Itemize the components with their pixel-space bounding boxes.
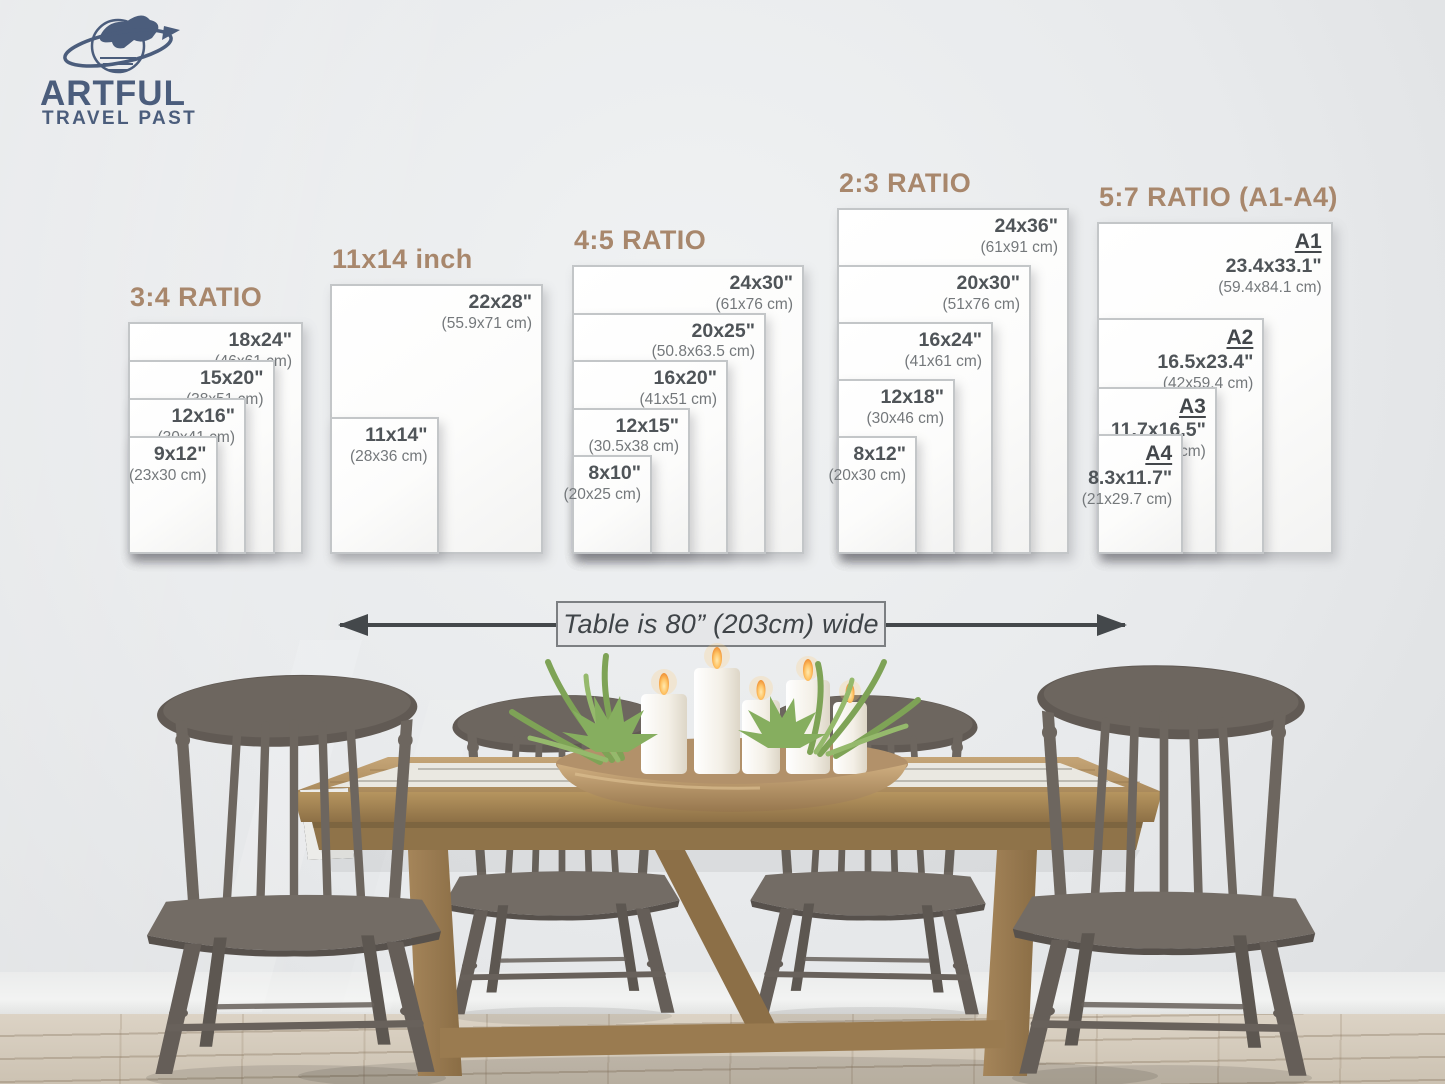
size-inches: 22x28" xyxy=(468,291,532,313)
size-centimeters: (20x30 cm) xyxy=(828,466,906,484)
size-inches: 15x20" xyxy=(200,367,264,389)
brand-logo: ARTFUL TRAVEL PAST xyxy=(30,6,260,136)
size-inches: 11x14" xyxy=(365,424,428,446)
size-group-title: 3:4 RATIO xyxy=(130,282,263,312)
size-centimeters: (30.5x38 cm) xyxy=(588,438,679,456)
size-inches: 16x20" xyxy=(653,367,717,389)
size-centimeters: (21x29.7 cm) xyxy=(1081,490,1173,508)
size-centimeters: (20x25 cm) xyxy=(563,485,641,503)
size-group-title: 2:3 RATIO xyxy=(839,168,972,198)
candles xyxy=(641,643,867,774)
size-label: 24x36" (61x91 cm) xyxy=(980,215,1058,258)
size-label: A4 8.3x11.7" (21x29.7 cm) xyxy=(1082,441,1172,509)
size-inches: 24x30" xyxy=(729,272,793,294)
size-label: A1 23.4x33.1" (59.4x84.1 cm) xyxy=(1218,229,1321,297)
paper-size-name: A4 xyxy=(1145,442,1173,466)
size-inches: 18x24" xyxy=(228,329,292,351)
greenery xyxy=(509,653,921,765)
centerpiece xyxy=(509,643,921,812)
wall-light-streak xyxy=(340,700,478,1012)
brand-name: ARTFUL xyxy=(40,74,186,113)
poster-size-rect: 8x10" (20x25 cm) xyxy=(563,455,652,554)
size-label: 12x15" (30.5x38 cm) xyxy=(589,415,679,458)
size-centimeters: (28x36 cm) xyxy=(349,447,428,465)
paper-size-name: A1 xyxy=(1294,230,1322,254)
poster-size-rect: 11x14" (28x36 cm) xyxy=(330,417,439,554)
baseboard xyxy=(0,972,1445,1016)
size-group-title: 11x14 inch xyxy=(332,244,473,274)
size-label: 16x20" (41x51 cm) xyxy=(639,367,717,410)
size-centimeters: (41x61 cm) xyxy=(904,352,982,370)
size-inches: 20x25" xyxy=(691,319,755,342)
wood-floor xyxy=(0,1014,1445,1084)
size-inches: 12x18" xyxy=(880,386,944,408)
size-centimeters: (23x30 cm) xyxy=(128,466,207,484)
brand-tagline: TRAVEL PAST xyxy=(42,108,198,129)
size-centimeters: (55.9x71 cm) xyxy=(441,314,532,332)
table-width-label: Table is 80” (203cm) wide xyxy=(556,601,886,647)
chair-back-left xyxy=(444,692,679,1015)
size-label: A2 16.5x23.4" (42x59.4 cm) xyxy=(1157,325,1253,393)
size-inches: 9x12" xyxy=(153,443,207,465)
size-centimeters: (59.4x84.1 cm) xyxy=(1218,278,1322,296)
size-label: 24x30" (61x76 cm) xyxy=(715,272,793,315)
size-label: 8x10" (20x25 cm) xyxy=(563,462,641,505)
size-inches: 8.3x11.7" xyxy=(1088,466,1173,489)
size-centimeters: (41x51 cm) xyxy=(639,390,717,408)
paper-size-name: A3 xyxy=(1178,394,1206,418)
poster-size-rect: 8x12" (20x30 cm) xyxy=(828,436,917,554)
size-label: 16x24" (41x61 cm) xyxy=(904,329,982,372)
size-group-title: 4:5 RATIO xyxy=(574,225,707,255)
size-label: 11x14" (28x36 cm) xyxy=(350,424,428,467)
size-centimeters: (61x76 cm) xyxy=(715,295,793,313)
size-label: 22x28" (55.9x71 cm) xyxy=(442,291,532,334)
poster-size-rect: 9x12" (23x30 cm) xyxy=(128,436,218,554)
poster-size-rect: A4 8.3x11.7" (21x29.7 cm) xyxy=(1082,434,1184,554)
chair-back-right xyxy=(750,692,985,1015)
size-inches: 16x24" xyxy=(918,329,982,351)
size-label: 20x30" (51x76 cm) xyxy=(942,272,1020,315)
table-runner xyxy=(330,763,1125,787)
size-inches: 20x30" xyxy=(956,272,1020,294)
size-inches: 8x10" xyxy=(588,462,641,484)
size-centimeters: (51x76 cm) xyxy=(942,295,1020,313)
size-inches: 12x16" xyxy=(171,405,235,427)
globe-orbit-icon xyxy=(63,15,180,74)
size-inches: 12x15" xyxy=(615,414,679,437)
wall-light-streak xyxy=(200,640,362,1012)
size-inches: 24x36" xyxy=(994,215,1058,237)
size-label: 8x12" (20x30 cm) xyxy=(828,443,906,486)
size-group-title: 5:7 RATIO (A1-A4) xyxy=(1099,182,1338,213)
size-inches: 16.5x23.4" xyxy=(1157,350,1254,373)
size-inches: 8x12" xyxy=(853,443,906,465)
size-centimeters: (30x46 cm) xyxy=(866,409,944,427)
size-centimeters: (61x91 cm) xyxy=(980,238,1058,256)
size-label: 20x25" (50.8x63.5 cm) xyxy=(652,320,755,363)
size-label: 9x12" (23x30 cm) xyxy=(129,443,207,486)
paper-size-name: A2 xyxy=(1226,326,1254,350)
size-inches: 23.4x33.1" xyxy=(1225,254,1322,277)
wooden-bowl xyxy=(557,764,907,812)
size-centimeters: (50.8x63.5 cm) xyxy=(651,343,755,361)
runner-overhang xyxy=(300,788,354,860)
size-label: 12x18" (30x46 cm) xyxy=(866,386,944,429)
